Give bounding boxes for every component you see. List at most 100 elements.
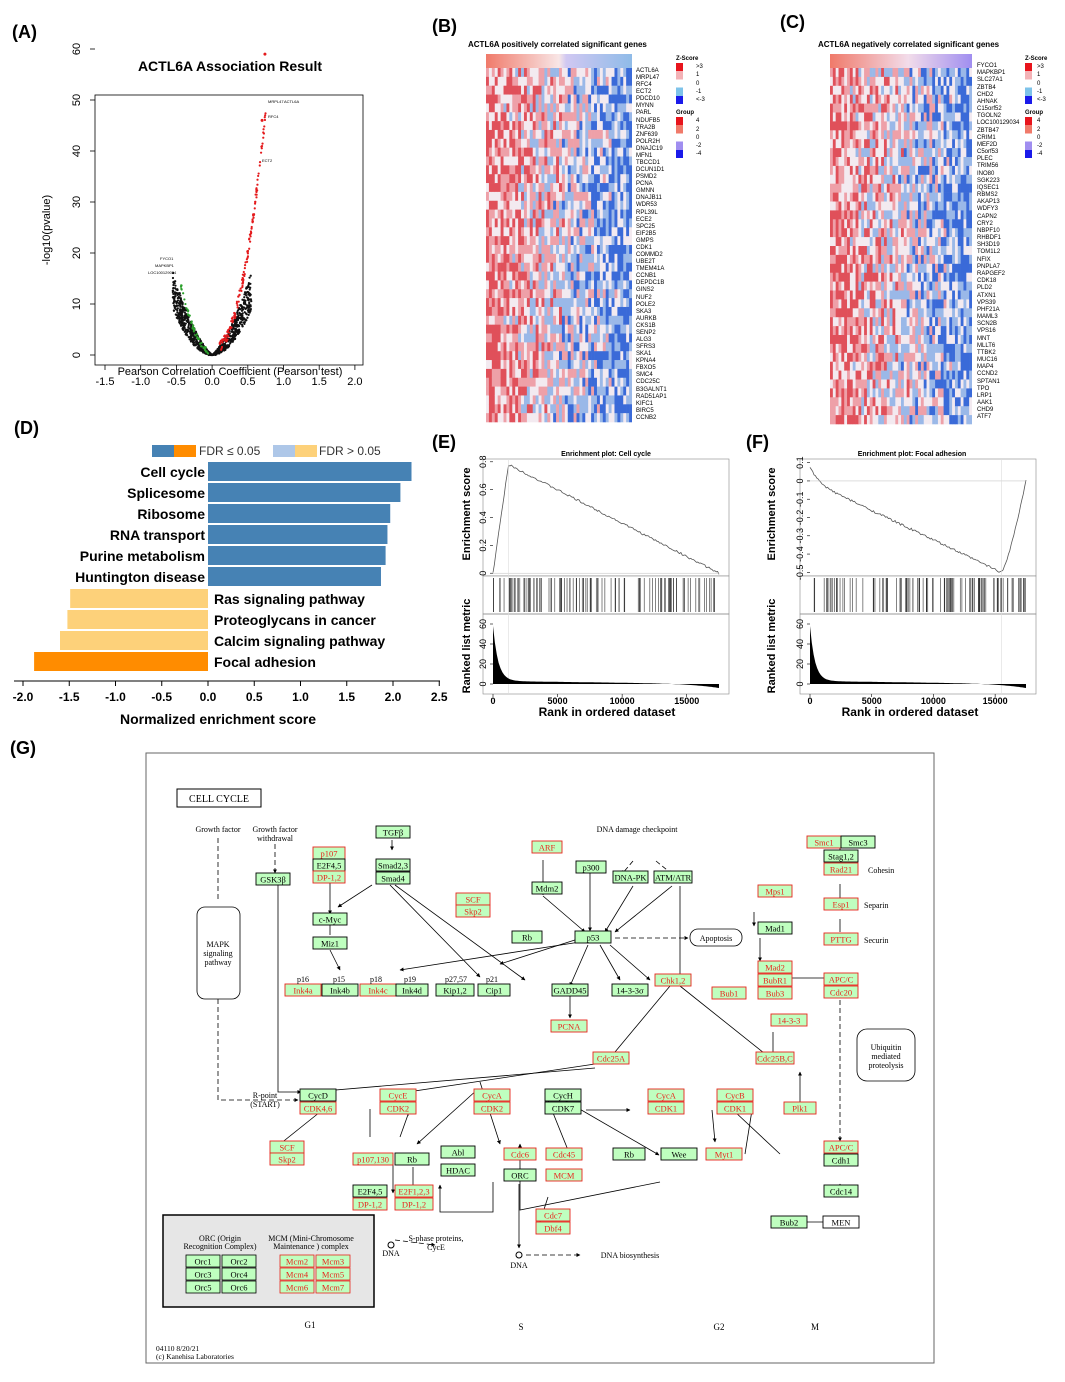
heatmap-cell: [567, 191, 571, 202]
heatmap-cell: [488, 306, 493, 317]
heatmap-cell: [909, 103, 913, 113]
heatmap-cell: [909, 174, 913, 184]
heatmap-cell: [629, 280, 632, 290]
volcano-point-positive: [260, 144, 264, 148]
heatmap-cell: [929, 254, 933, 265]
heatmap-cell: [946, 130, 950, 140]
heatmap-cell: [605, 298, 609, 308]
heatmap-cell: [886, 121, 890, 131]
volcano-point: [174, 287, 177, 290]
heatmap-cell: [491, 138, 496, 148]
heatmap-cell: [526, 360, 531, 370]
heatmap-cell: [952, 94, 956, 104]
heatmap-cell: [901, 370, 905, 380]
heatmap-cell: [943, 299, 947, 309]
heatmap-cell: [912, 352, 916, 362]
heatmap-cell: [591, 245, 595, 255]
heatmap-cell: [518, 377, 522, 387]
heatmap-cell: [940, 192, 944, 202]
heatmap-cell: [918, 165, 922, 176]
heatmap-cell: [864, 263, 868, 273]
heatmap-cell: [526, 404, 531, 414]
heatmap-cell: [559, 227, 563, 237]
heatmap-cell: [940, 281, 944, 291]
heatmap-cell: [567, 112, 571, 122]
heatmap-cell: [861, 228, 865, 238]
heatmap-cell: [889, 103, 893, 113]
heatmap-cell: [591, 174, 595, 184]
heatmap-cell: [532, 271, 536, 281]
heatmap-cell: [559, 360, 563, 370]
heatmap-cell: [518, 271, 522, 281]
heatmap-cell: [889, 343, 893, 354]
volcano-point: [172, 283, 175, 287]
heatmap-cell: [841, 103, 845, 113]
heatmap-cell: [883, 388, 888, 398]
heatmap-cell: [895, 76, 899, 87]
heatmap-cell: [567, 200, 571, 210]
heatmap-cell: [491, 147, 496, 157]
heatmap-cell: [611, 395, 615, 405]
heatmap-cell: [847, 370, 851, 380]
heatmap-cell: [832, 281, 836, 291]
heatmap-cell: [541, 404, 545, 414]
heatmap-cell: [883, 228, 888, 238]
heatmap-cell: [952, 192, 956, 202]
heatmap-cell: [591, 280, 595, 290]
heatmap-cell: [926, 157, 930, 167]
heatmap-cell: [556, 121, 560, 131]
heatmap-cell: [866, 406, 871, 416]
heatmap-cell: [935, 85, 939, 95]
heatmap-cell: [943, 192, 947, 202]
heatmap-cell: [946, 370, 950, 380]
heatmap-cell: [918, 130, 922, 140]
heatmap-cell: [559, 368, 563, 379]
heatmap-cell: [847, 121, 851, 131]
heatmap-cell: [494, 333, 498, 343]
heatmap-cell: [952, 183, 956, 193]
heatmap-cell: [858, 237, 862, 247]
heatmap-cell: [847, 192, 851, 202]
heatmap-cell: [503, 262, 507, 272]
heatmap-cell: [929, 130, 933, 140]
heatmap-cell: [582, 174, 586, 184]
heatmap-cell: [940, 246, 944, 256]
heatmap-cell: [547, 413, 551, 423]
heatmap-cell: [886, 228, 890, 238]
heatmap-cell: [883, 85, 888, 95]
heatmap-cell: [875, 201, 879, 211]
heatmap-cell: [935, 157, 939, 167]
heatmap-cell: [937, 308, 942, 318]
heatmap-cell: [841, 326, 845, 336]
legend-z-m3: <-3: [696, 97, 705, 104]
heatmap-cell: [497, 183, 501, 193]
heatmap-cell: [940, 388, 944, 398]
heatmap-cell: [901, 85, 905, 95]
heatmap-cell: [901, 397, 905, 407]
heatmap-cell: [881, 343, 885, 354]
heatmap-cell: [878, 148, 882, 158]
heatmap-cell: [561, 377, 566, 387]
heatmap-cell: [946, 165, 950, 176]
heatmap-cell: [940, 228, 944, 238]
heatmap-cell: [830, 94, 834, 104]
heatmap-cell: [594, 395, 598, 405]
heatmap-cell: [491, 360, 496, 370]
heatmap-cell: [532, 191, 536, 202]
heatmap-cell: [901, 299, 905, 309]
heatmap-cell: [952, 139, 956, 149]
heatmap-cell: [573, 245, 577, 255]
heatmap-cell: [901, 388, 905, 398]
heatmap-cell: [869, 103, 873, 113]
heatmap-cell: [573, 147, 577, 157]
heatmap-cell: [582, 218, 586, 228]
heatmap-cell: [523, 280, 528, 290]
heatmap-cell: [935, 183, 939, 193]
heatmap-cell: [494, 280, 498, 290]
heatmap-cell: [529, 129, 534, 140]
volcano-point-positive: [240, 289, 243, 292]
gene-label: KPNA4: [636, 358, 656, 365]
heatmap-cell: [841, 94, 845, 104]
heatmap-cell: [491, 324, 496, 334]
heatmap-cell: [503, 85, 507, 95]
